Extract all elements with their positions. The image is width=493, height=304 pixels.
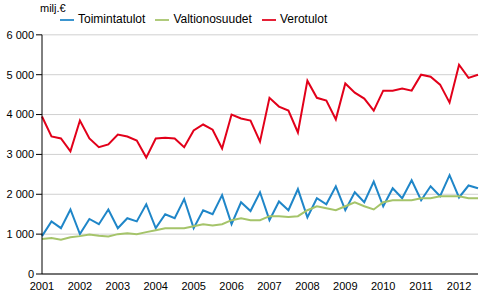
html-text:Valtionosuudet: Valtionosuudet	[173, 12, 252, 26]
svg-text:2007: 2007	[257, 280, 281, 292]
svg-text:6 000: 6 000	[8, 29, 34, 41]
svg-text:3 000: 3 000	[8, 148, 34, 160]
svg-text:2002: 2002	[68, 280, 92, 292]
svg-text:2001: 2001	[30, 280, 54, 292]
svg-text:2006: 2006	[219, 280, 243, 292]
svg-text:2005: 2005	[181, 280, 205, 292]
html-text:Toimintatulot: Toimintatulot	[78, 12, 146, 26]
html-text:Verotulot: Verotulot	[279, 12, 328, 26]
html-text:milj.€: milj.€	[40, 2, 66, 14]
svg-text:2010: 2010	[371, 280, 395, 292]
svg-text:2004: 2004	[143, 280, 167, 292]
svg-text:2012: 2012	[447, 280, 471, 292]
svg-text:2011: 2011	[409, 280, 433, 292]
svg-text:2 000: 2 000	[8, 188, 34, 200]
svg-text:5 000: 5 000	[8, 69, 34, 81]
svg-text:2009: 2009	[333, 280, 357, 292]
svg-text:4 000: 4 000	[8, 108, 34, 120]
svg-text:2003: 2003	[106, 280, 130, 292]
svg-text:0: 0	[28, 268, 34, 280]
svg-text:1 000: 1 000	[8, 228, 34, 240]
svg-text:2008: 2008	[295, 280, 319, 292]
